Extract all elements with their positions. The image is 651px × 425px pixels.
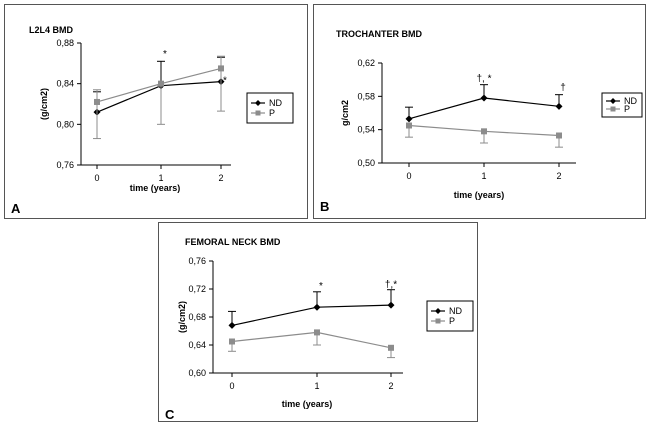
chart-a-x-tick-label: 1 bbox=[158, 173, 163, 183]
chart-c-y-axis-label: (g/cm2) bbox=[177, 301, 187, 333]
chart-a-series-p-point bbox=[158, 80, 164, 87]
chart-a-panel-label: A bbox=[11, 201, 21, 216]
chart-a-y-tick-label: 0,84 bbox=[56, 79, 74, 89]
chart-b-legend-nd-label: ND bbox=[624, 96, 637, 106]
chart-a-y-axis-label: (g/cm2) bbox=[39, 88, 49, 120]
chart-b-x-tick-label: 0 bbox=[406, 171, 411, 181]
chart-c-legend-box bbox=[426, 300, 474, 332]
chart-c-series-p-point bbox=[229, 338, 235, 345]
chart-c-svg: FEMORAL NECK BMD 0,60 0,64 0,68 0,72 0,76 0 1 2 (… bbox=[165, 237, 474, 422]
chart-a-y-tick-label: 0,76 bbox=[56, 160, 74, 170]
chart-a-legend-p-label: P bbox=[269, 108, 275, 118]
chart-c-series-p-point bbox=[388, 344, 394, 351]
chart-c-y-tick-label: 0,64 bbox=[188, 340, 206, 350]
chart-b-x-axis-label: time (years) bbox=[454, 190, 505, 200]
chart-a-legend-nd-marker bbox=[255, 100, 261, 106]
chart-b-legend-p-label: P bbox=[624, 104, 630, 114]
chart-c-x-tick-label: 2 bbox=[388, 381, 393, 391]
chart-c-legend-p-marker bbox=[435, 318, 441, 324]
chart-c-y-tick-label: 0,60 bbox=[188, 368, 206, 378]
chart-c-significance-mark: †,* bbox=[385, 280, 397, 291]
chart-b-significance-mark: †, * bbox=[476, 73, 491, 84]
chart-a-legend-box bbox=[246, 92, 294, 124]
chart-b-y-tick-label: 0,54 bbox=[357, 125, 375, 135]
chart-c-y-tick-label: 0,68 bbox=[188, 312, 206, 322]
chart-c-x-tick-label: 1 bbox=[314, 381, 319, 391]
chart-c-y-tick-label: 0,72 bbox=[188, 284, 206, 294]
chart-b-y-tick-label: 0,58 bbox=[357, 91, 375, 101]
chart-c-legend-nd-label: ND bbox=[449, 306, 462, 316]
chart-a-x-axis-label: time (years) bbox=[130, 183, 181, 193]
chart-b-series-nd-point bbox=[405, 115, 413, 123]
chart-c-series-nd-point bbox=[387, 301, 395, 309]
chart-panel-b: TROCHANTER BMD 0,50 0,54 0,58 0,62 0 1 2 g/cm2 ti… bbox=[313, 4, 646, 219]
chart-a-significance-mark: * bbox=[163, 49, 167, 60]
chart-c-x-axis-label: time (years) bbox=[282, 399, 333, 409]
chart-panel-c: FEMORAL NECK BMD 0,60 0,64 0,68 0,72 0,76 0 1 2 (… bbox=[158, 222, 478, 422]
chart-b-y-tick-label: 0,50 bbox=[357, 158, 375, 168]
chart-b-series-p-point bbox=[406, 122, 412, 129]
chart-c-series-nd-point bbox=[228, 321, 236, 329]
chart-c-series-nd-line bbox=[231, 304, 392, 326]
chart-c-series-nd-point bbox=[313, 303, 321, 311]
chart-a-series-p-point bbox=[94, 98, 100, 105]
chart-c-y-tick-label: 0,76 bbox=[188, 256, 206, 266]
chart-c-significance-mark: * bbox=[319, 281, 323, 292]
chart-c-legend-p-label: P bbox=[449, 316, 455, 326]
chart-a-y-tick-label: 0,80 bbox=[56, 119, 74, 129]
chart-c-title: FEMORAL NECK BMD bbox=[185, 237, 281, 247]
chart-c-x-tick-label: 0 bbox=[229, 381, 234, 391]
chart-c-legend-nd-marker bbox=[435, 308, 441, 314]
chart-b-legend-box bbox=[601, 92, 643, 118]
chart-a-series-p-point bbox=[218, 65, 224, 72]
chart-b-series-p-point bbox=[556, 132, 562, 139]
chart-a-legend-nd-label: ND bbox=[269, 98, 282, 108]
chart-a-x-tick-label: 0 bbox=[94, 173, 99, 183]
chart-c-panel-label: C bbox=[165, 407, 175, 422]
chart-a-y-tick-label: 0,88 bbox=[56, 38, 74, 48]
chart-b-series-p-point bbox=[481, 128, 487, 135]
chart-a-svg: L2L4 BMD 0,76 0,80 0,84 0,88 0 1 2 (g/cm2) time (… bbox=[11, 25, 294, 216]
chart-c-series-p-point bbox=[314, 329, 320, 336]
chart-b-svg: TROCHANTER BMD 0,50 0,54 0,58 0,62 0 1 2 g/cm2 ti… bbox=[320, 29, 643, 214]
chart-b-significance-mark: † bbox=[560, 83, 566, 94]
chart-a-significance-mark: * bbox=[223, 76, 227, 87]
chart-b-title: TROCHANTER BMD bbox=[336, 29, 422, 39]
chart-b-legend-nd-marker bbox=[610, 98, 616, 104]
chart-a-x-tick-label: 2 bbox=[218, 173, 223, 183]
chart-a-title: L2L4 BMD bbox=[29, 25, 74, 35]
chart-b-x-tick-label: 2 bbox=[556, 171, 561, 181]
chart-a-legend-p-marker bbox=[255, 110, 261, 116]
chart-b-y-axis-label: g/cm2 bbox=[340, 100, 350, 126]
chart-b-x-tick-label: 1 bbox=[481, 171, 486, 181]
chart-b-y-tick-label: 0,62 bbox=[357, 58, 375, 68]
chart-c-series-p-line bbox=[231, 331, 392, 349]
chart-b-panel-label: B bbox=[320, 199, 329, 214]
chart-b-legend-p-marker bbox=[610, 106, 616, 112]
chart-panel-a: L2L4 BMD 0,76 0,80 0,84 0,88 0 1 2 (g/cm2) time (… bbox=[4, 4, 308, 219]
chart-b-series-nd-point bbox=[555, 102, 563, 110]
chart-b-series-nd-point bbox=[480, 94, 488, 102]
